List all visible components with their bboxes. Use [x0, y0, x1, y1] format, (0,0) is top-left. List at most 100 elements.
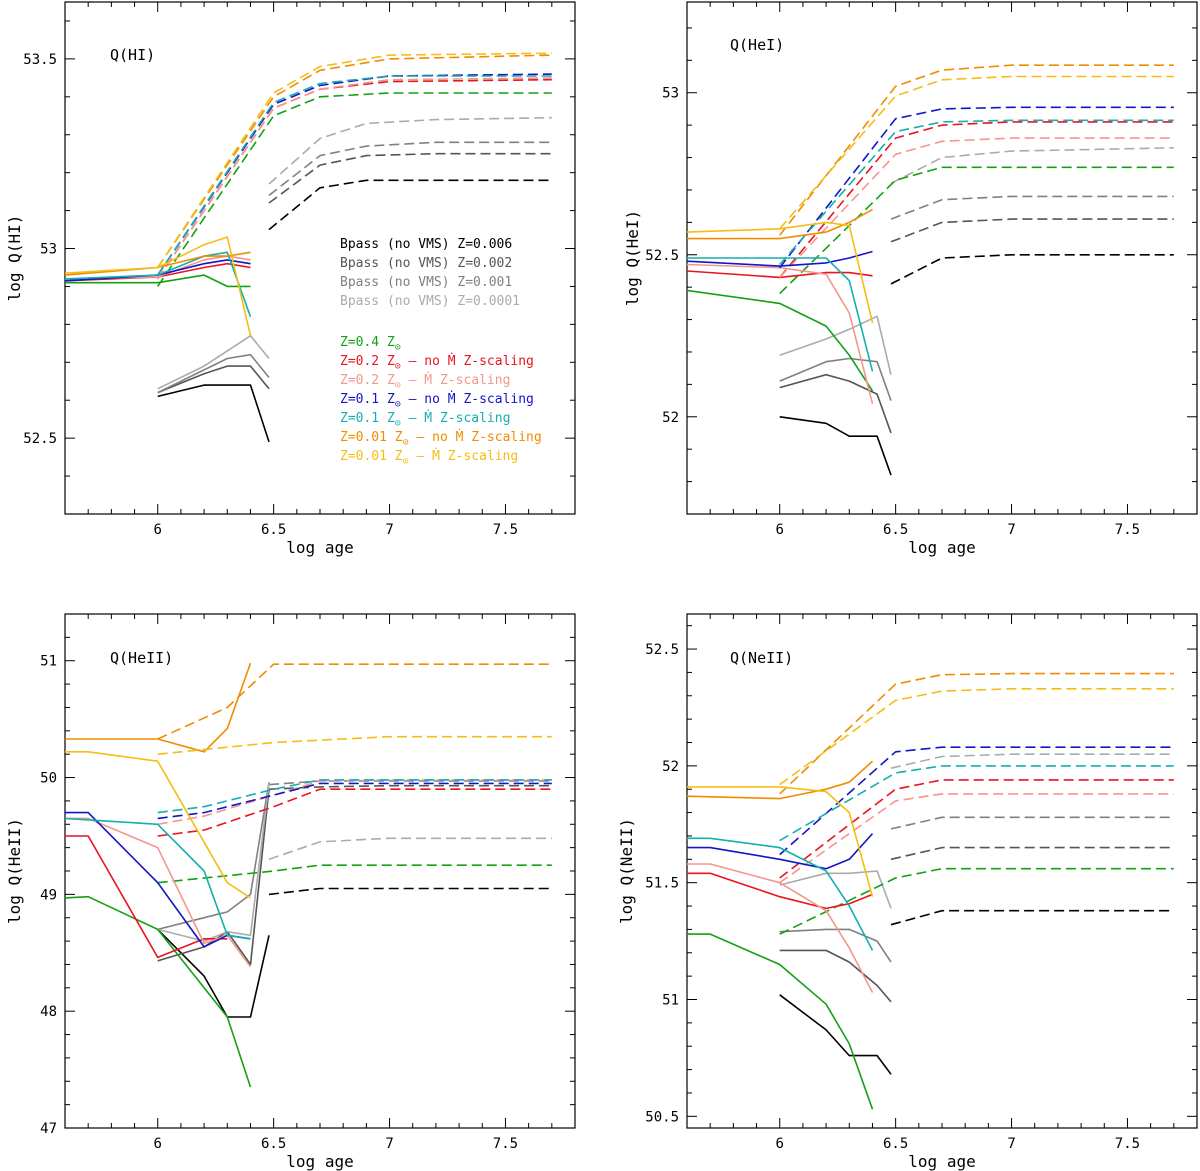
y-tick-label: 52: [662, 759, 679, 775]
y-axis-label: log Q(NeII): [617, 818, 636, 924]
series-line-z01_yes-dashed: [157, 779, 552, 814]
y-tick-label: 51: [40, 654, 57, 670]
series-line-z02_yes-solid: [687, 263, 874, 404]
series-line-bpass_0001-dashed: [268, 837, 552, 861]
legend-entry-z001_yes: Z=0.01 Z⊙ – Ṁ Z-scaling: [340, 448, 518, 467]
panel-q-hei: Q(HeI) log age log Q(HeI) 6 6.5 7 7.5 52 52.5…: [623, 1, 1198, 557]
series-line-z001_yes-solid: [65, 750, 251, 899]
panel-title: Q(HI): [110, 46, 155, 64]
series-line-bpass_006-dashed: [268, 179, 552, 231]
x-axis-label: log age: [286, 538, 353, 557]
series-line-z001_no-dashed: [779, 64, 1174, 236]
panel-title: Q(HeI): [730, 36, 784, 54]
legend-entry-z02_yes: Z=0.2 Z⊙ – Ṁ Z-scaling: [340, 372, 510, 391]
y-axis-label: log Q(HeI): [623, 210, 642, 306]
series-line-z02_yes-dashed: [157, 77, 552, 280]
legend-entry-bpass_0001: Bpass (no VMS) Z=0.0001: [340, 294, 520, 309]
plot-frame: [64, 613, 576, 1129]
y-axis-label: log Q(HeII): [5, 818, 24, 924]
series-line-bpass_006-dashed: [890, 909, 1174, 926]
series-line-z04-solid: [687, 289, 874, 392]
series-line-bpass_0001-dashed: [890, 753, 1174, 769]
legend-entry-z02_no: Z=0.2 Z⊙ – no Ṁ Z-scaling: [340, 353, 534, 372]
series-line-bpass_0001-solid: [779, 315, 892, 375]
series-line-z04-solid: [65, 274, 251, 288]
x-tick-label: 6: [776, 1136, 784, 1152]
series-line-z04-dashed: [157, 864, 552, 884]
y-tick-label: 52.5: [645, 642, 679, 658]
plot-frame: [686, 613, 1198, 1129]
legend-entry-z01_no: Z=0.1 Z⊙ – no Ṁ Z-scaling: [340, 391, 534, 410]
series-line-bpass_001-dashed: [890, 816, 1174, 830]
series-line-z02_no-dashed: [779, 121, 1174, 278]
series-line-bpass_006-solid: [157, 384, 270, 443]
x-tick-label: 7.5: [493, 1136, 518, 1152]
x-tick-label: 6.5: [883, 522, 908, 538]
x-axis-label: log age: [908, 1152, 975, 1171]
series-group: [65, 662, 552, 1088]
y-axis-label: log Q(HI): [5, 215, 24, 302]
series-line-z001_yes-solid: [687, 786, 874, 897]
series-line-bpass_0001-solid: [779, 870, 892, 909]
series-line-z02_yes-dashed: [157, 779, 552, 826]
x-tick-label: 6: [154, 522, 162, 538]
x-tick-label: 7.5: [1115, 522, 1140, 538]
y-tick-label: 52.5: [23, 431, 57, 447]
series-line-bpass_002-dashed: [268, 152, 552, 204]
x-axis-label: log age: [286, 1152, 353, 1171]
y-tick-label: 50: [40, 771, 57, 787]
series-line-z001_no-solid: [687, 208, 873, 240]
series-line-z01_no-solid: [65, 811, 251, 948]
series-line-z04-dashed: [779, 166, 1174, 295]
series-line-z01_yes-dashed: [157, 75, 552, 276]
series-line-z01_yes-dashed: [779, 765, 1174, 842]
series-line-bpass_006-solid: [779, 416, 892, 476]
series-line-z001_yes-solid: [65, 236, 252, 336]
x-tick-label: 6: [776, 522, 784, 538]
series-line-z02_yes-dashed: [779, 137, 1174, 278]
y-tick-label: 47: [40, 1121, 57, 1137]
x-tick-label: 6.5: [261, 1136, 286, 1152]
series-line-z001_no-dashed: [157, 663, 552, 740]
legend-entry-z01_yes: Z=0.1 Z⊙ – Ṁ Z-scaling: [340, 410, 510, 429]
series-line-bpass_002-dashed: [890, 846, 1174, 861]
y-tick-label: 52: [662, 410, 679, 426]
x-tick-label: 7.5: [493, 522, 518, 538]
legend-entry-bpass_002: Bpass (no VMS) Z=0.002: [340, 256, 512, 271]
series-line-z02_no-dashed: [779, 779, 1174, 879]
series-line-bpass_0001-solid: [157, 334, 270, 390]
series-line-bpass_001-solid: [157, 353, 270, 394]
legend-entry-bpass_001: Bpass (no VMS) Z=0.001: [340, 275, 512, 290]
series-line-z02_no-dashed: [157, 788, 552, 837]
series-line-bpass_0001-solid: [157, 783, 270, 942]
series-line-z02_no-solid: [65, 835, 228, 959]
x-tick-label: 7: [385, 1136, 393, 1152]
series-line-z02_yes-dashed: [779, 793, 1174, 884]
series-line-z001_no-solid: [65, 662, 252, 753]
x-tick-label: 6.5: [261, 522, 286, 538]
series-line-bpass_002-dashed: [890, 218, 1174, 243]
series-line-bpass_001-dashed: [890, 195, 1174, 220]
x-tick-label: 7: [385, 522, 393, 538]
panel-q-heii: Q(HeII) log age log Q(HeII) 6 6.5 7 7.5 47 48…: [5, 613, 576, 1171]
series-line-z04-solid: [65, 895, 252, 1088]
series-line-bpass_001-dashed: [268, 141, 552, 197]
series-line-bpass_001-solid: [779, 357, 892, 401]
x-tick-label: 7: [1007, 522, 1015, 538]
series-group: [65, 52, 552, 443]
series-line-z04-dashed: [157, 92, 552, 287]
legend-entry-z001_no: Z=0.01 Z⊙ – no Ṁ Z-scaling: [340, 429, 542, 448]
series-line-z001_no-solid: [687, 760, 874, 800]
series-line-bpass_001-solid: [779, 928, 892, 963]
series-line-bpass_001-solid: [157, 782, 270, 931]
series-group: [687, 672, 1174, 1110]
series-line-z04-solid: [687, 933, 874, 1110]
series-line-bpass_002-solid: [779, 373, 892, 434]
y-tick-label: 53.5: [23, 52, 57, 68]
series-line-z01_yes-solid: [687, 837, 874, 951]
series-line-z02_no-solid: [687, 270, 873, 279]
series-line-bpass_002-solid: [779, 949, 892, 1003]
series-line-z001_no-dashed: [157, 54, 552, 268]
x-tick-label: 7.5: [1115, 1136, 1140, 1152]
